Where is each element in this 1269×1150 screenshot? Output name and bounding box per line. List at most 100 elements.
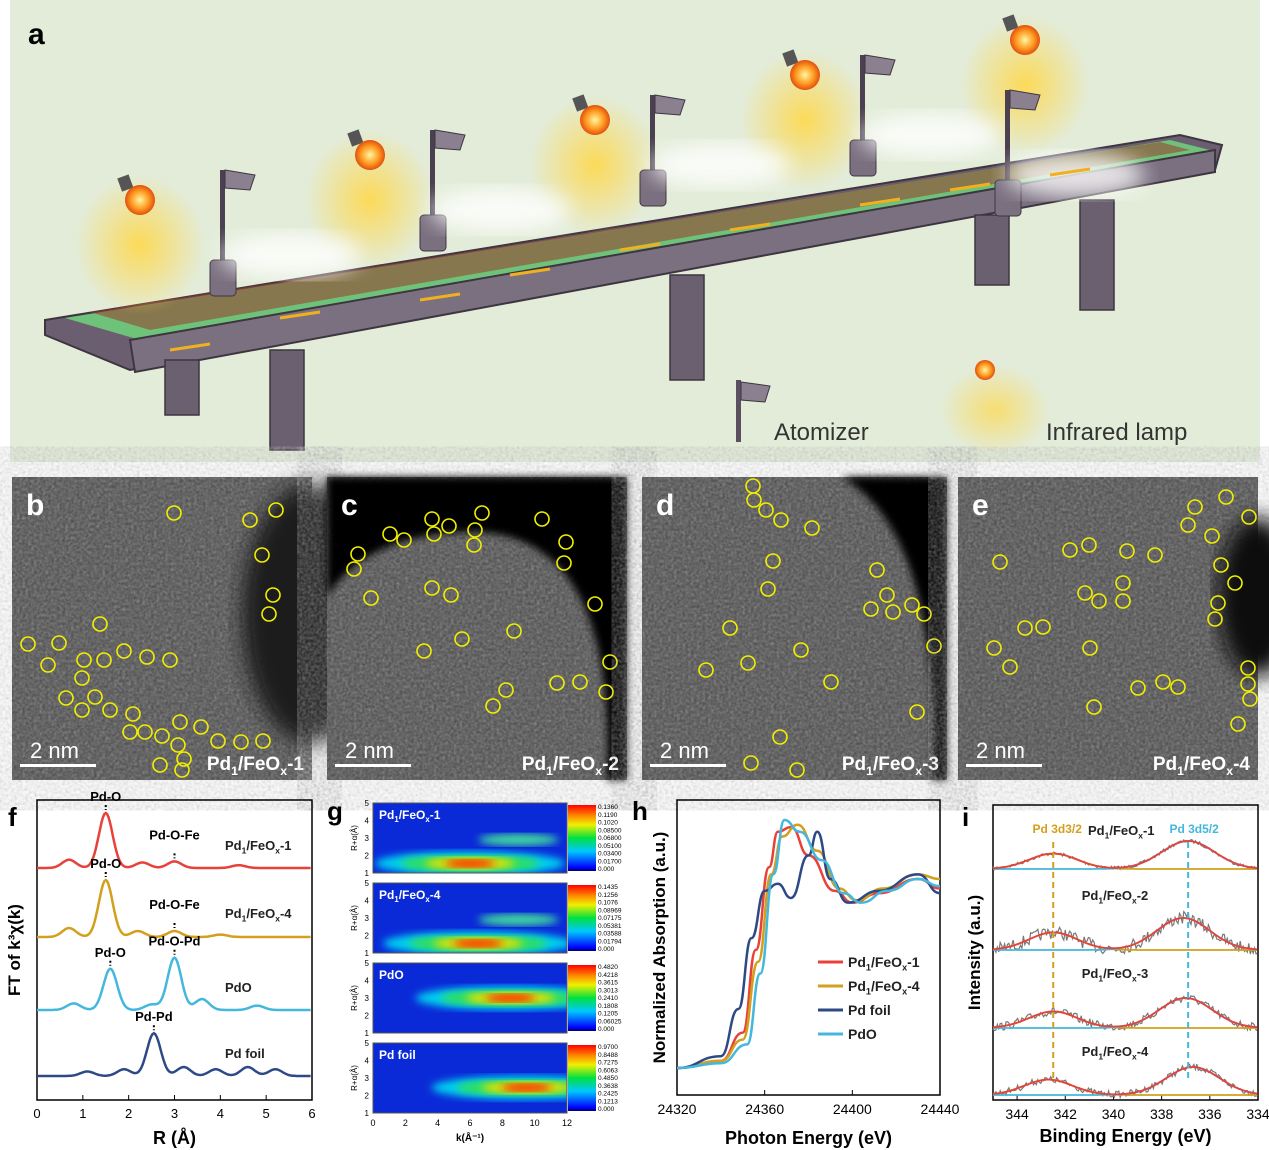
single-atom-marker [793,642,809,658]
sample-label: Pd1/FeOx-2 [522,754,619,778]
atomizer-flag [654,94,686,116]
single-atom-marker [992,554,1008,570]
y-axis-label: R+α(Å) [350,905,359,931]
single-atom-marker [1210,595,1226,611]
reference-label: Pd 3d3/2 [1033,822,1083,836]
secondary-feature [478,833,559,846]
single-atom-marker [174,762,190,778]
single-atom-marker [602,654,618,670]
y-tick-label: 2 [365,1092,370,1101]
legend-infrared-lamp: Infrared lamp [940,360,1187,455]
single-atom-marker [986,640,1002,656]
panel-h-xanes: h 24320 24360 24400 24440 Photon Energy (eV)… [632,796,960,1148]
map-maximum [445,859,495,868]
x-tick-label: 24360 [745,1101,784,1117]
legend-label: Pd foil [848,1002,891,1018]
series-label: Pd1/FeOx-4 [225,906,292,923]
single-atom-marker [122,724,138,740]
single-atom-marker [746,492,762,508]
colorbar-tick-label: 0.2425 [598,1091,618,1098]
single-atom-marker [1218,489,1234,505]
single-atom-marker [1207,611,1223,627]
series-line [676,818,941,1070]
panel-label-f: f [8,802,17,832]
single-atom-marker [740,655,756,671]
wavelet-map: PdO12345R+α(Å)0.48200.42180.36150.30130.… [350,959,622,1038]
peak-annotation: Pd-O [95,945,126,960]
single-atom-marker [722,620,738,636]
fit-envelope [992,997,1258,1029]
single-atom-marker [166,505,182,521]
mist-cloud [220,233,360,277]
single-atom-marker [139,649,155,665]
panel-f-ft-exafs: f 0 1 2 3 4 5 6 R (Å) FT of k³χ(k) Pd1/FeOx-1 Pd-O… [5,789,316,1148]
single-atom-marker [534,511,550,527]
colorbar-tick-label: 0.000 [598,1026,615,1033]
direction-arrow-icon [1049,167,1091,177]
colorbar-tick-label: 0.06025 [598,1018,622,1025]
colorbar-tick-label: 0.3638 [598,1083,618,1090]
atomizer-flag [1009,89,1041,111]
panel-label-g: g [327,796,343,826]
atomizers [169,54,1145,352]
map-title: Pd1/FeOx-4 [379,888,441,904]
x-tick-label: 1 [79,1106,86,1121]
colorbar-tick-label: 0.06800 [598,835,622,842]
atomizer-pole [220,170,225,280]
single-atom-marker [879,587,895,603]
y-axis-label: R+α(Å) [350,825,359,851]
colorbar-tick-label: 0.4820 [598,964,618,971]
atomizer-pole [1005,90,1010,200]
single-atom-marker [382,526,398,542]
single-atom-marker [116,643,132,659]
tem-image-c: c 2 nm Pd1/FeOx-2 [327,477,627,780]
infrared-lamp-icon [355,140,385,170]
map-frame [372,1042,568,1114]
single-atom-marker [772,729,788,745]
y-tick-label: 1 [365,869,370,878]
single-atom-marker [102,702,118,718]
single-atom-marker [172,714,188,730]
peak-annotation: Pd-O [90,789,121,804]
x-tick-label: 8 [500,1118,505,1128]
vacuum-region [842,477,947,780]
hotspots [383,913,567,953]
x-axis-label: Binding Energy (eV) [1039,1126,1211,1146]
x-axis-label: Photon Energy (eV) [725,1128,892,1148]
colorbar-tick-label: 0.7275 [598,1060,618,1067]
single-atom-marker [396,532,412,548]
infrared-lamp-icon [580,105,610,135]
colorbar-tick-label: 0.01700 [598,858,622,865]
single-atom-marker [350,546,366,562]
x-axis-label: R (Å) [153,1128,196,1148]
secondary-feature [478,913,559,926]
single-atom-marker [1091,593,1107,609]
single-atom-marker [74,670,90,686]
plot-frame [676,799,941,1096]
x-tick-label: 334 [1246,1106,1269,1122]
series-label: PdO [225,980,252,995]
single-atom-marker [1035,619,1051,635]
single-atom-marker [506,623,522,639]
y-axis-label: FT of k³χ(k) [5,904,24,996]
colorbar-tick-label: 0.000 [598,946,615,953]
raw-spectrum [992,1063,1258,1100]
single-atom-marker [1017,620,1033,636]
single-atom-marker [572,674,588,690]
y-axis-label: R+α(Å) [350,1065,359,1091]
single-atom-marker [467,522,483,538]
series-line [676,823,941,1070]
infrared-lamp-icon [125,185,155,215]
single-atom-marker [152,757,168,773]
scale-bar [966,764,1042,767]
peak-annotation: Pd-O [90,856,121,871]
series-line [676,825,941,1070]
map-frame [372,882,568,954]
series-label: Pd1/FeOx-4 [1082,1044,1149,1061]
panel-label-a: a [28,18,45,51]
colorbar-tick-label: 0.1360 [598,804,618,811]
single-atom-marker [137,724,153,740]
colorbar-tick-label: 0.1020 [598,820,618,827]
atomizer-flag [224,169,256,191]
reference-label: Pd 3d5/2 [1169,822,1219,836]
